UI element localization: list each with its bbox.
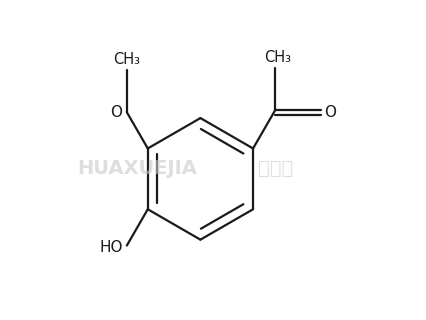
Text: O: O <box>325 105 337 120</box>
Text: 化学加: 化学加 <box>258 159 294 178</box>
Text: CH₃: CH₃ <box>264 50 291 65</box>
Text: CH₃: CH₃ <box>113 52 140 67</box>
Text: HUAXUEJIA: HUAXUEJIA <box>78 159 198 178</box>
Text: HO: HO <box>100 240 124 255</box>
Text: O: O <box>111 105 123 120</box>
